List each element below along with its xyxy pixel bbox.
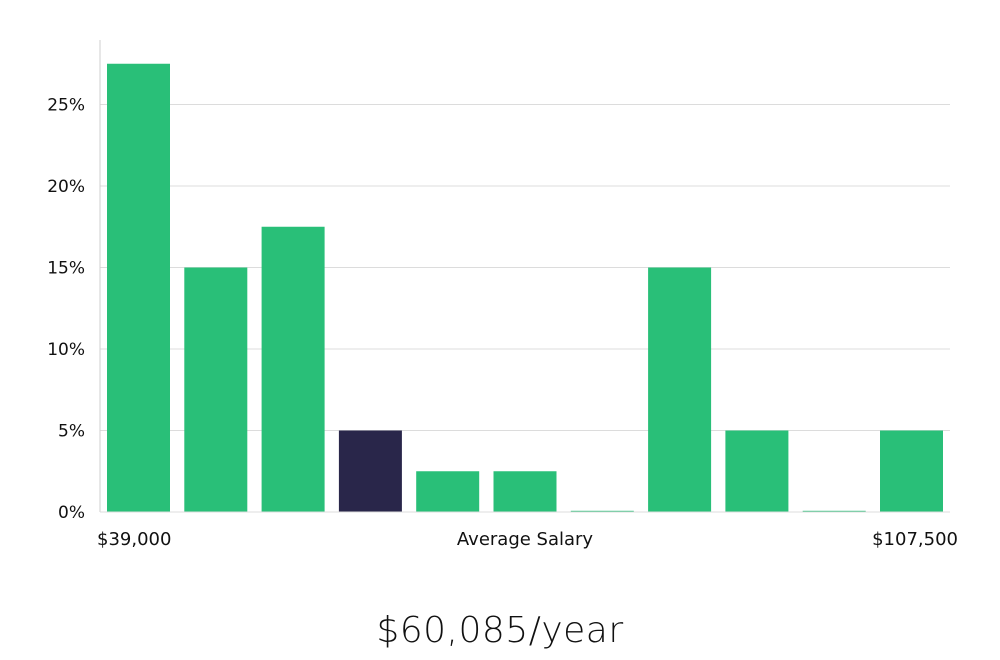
bar bbox=[493, 471, 557, 512]
y-tick-label: 25% bbox=[47, 96, 85, 116]
bar bbox=[184, 267, 248, 512]
x-axis-max-label: $107,500 bbox=[872, 529, 958, 550]
bar bbox=[261, 226, 325, 512]
y-tick-label: 10% bbox=[47, 340, 85, 360]
salary-histogram-chart: 0% 5% 10% 15% 20% 25% bbox=[47, 40, 950, 523]
bar-highlight bbox=[338, 430, 402, 512]
bar bbox=[802, 510, 866, 512]
bar bbox=[107, 63, 170, 512]
bar bbox=[648, 267, 712, 512]
x-axis-title: Average Salary bbox=[456, 529, 594, 550]
bar bbox=[725, 430, 789, 512]
x-axis-min-label: $39,000 bbox=[97, 529, 172, 550]
average-salary-value: $60,085/year bbox=[376, 610, 624, 651]
y-tick-label: 20% bbox=[47, 177, 85, 197]
bar bbox=[570, 510, 634, 512]
bar bbox=[880, 430, 943, 512]
y-tick-label: 15% bbox=[47, 259, 85, 279]
bar bbox=[416, 471, 480, 512]
y-tick-label: 5% bbox=[58, 422, 85, 442]
y-tick-label: 0% bbox=[58, 503, 85, 523]
